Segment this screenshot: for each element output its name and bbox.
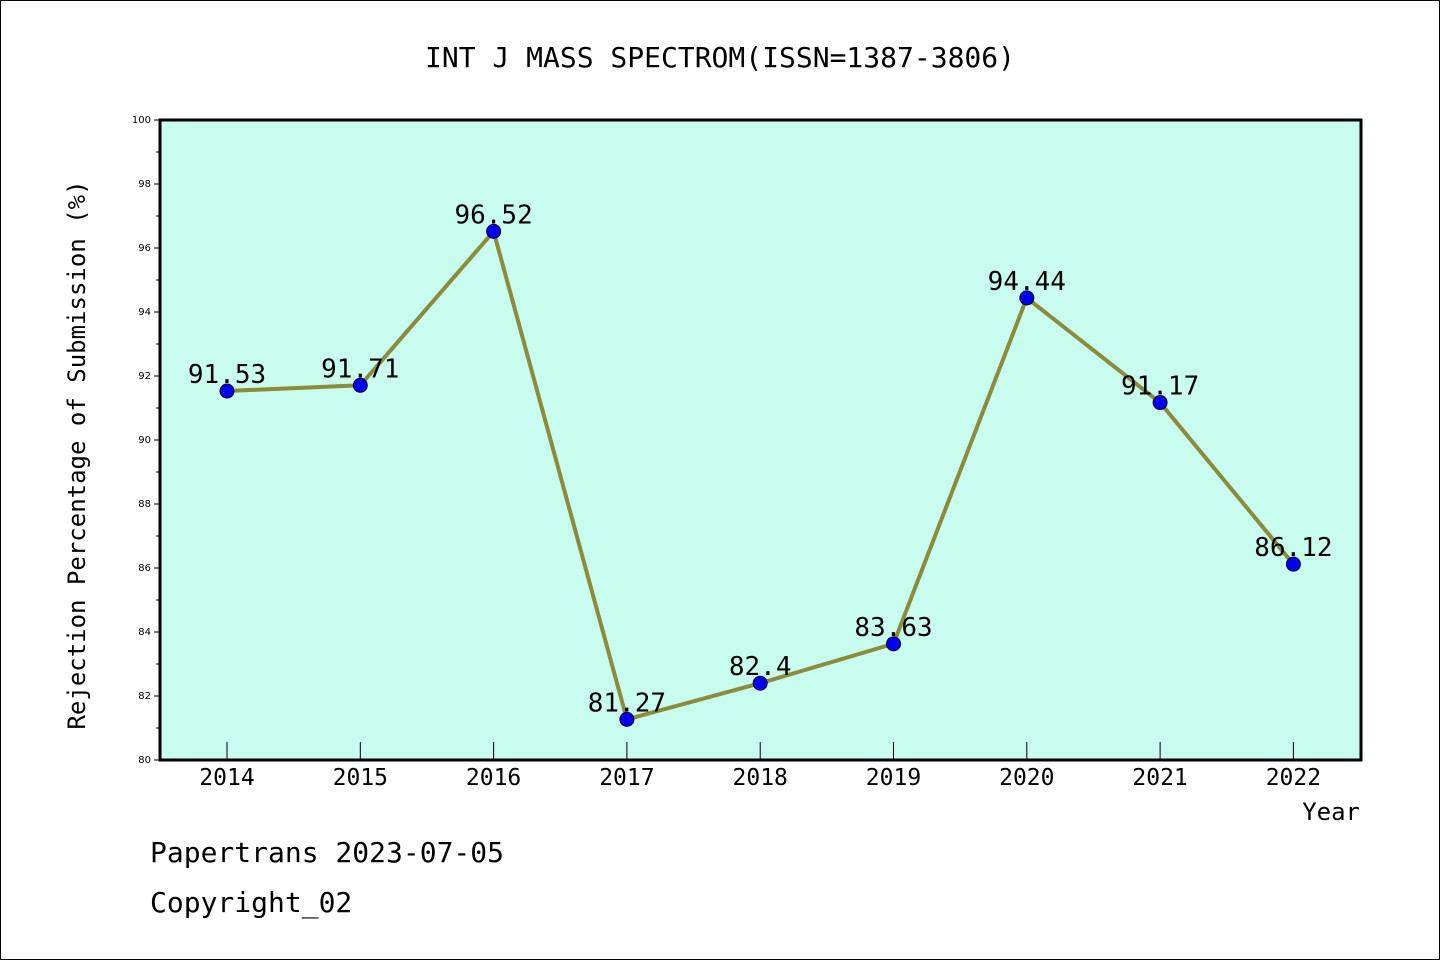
data-label-2016: 96.52 [454,200,532,230]
data-label-2015: 91.71 [321,354,399,384]
plot-border [158,118,1363,762]
data-point-2015 [352,377,368,393]
y-tick-label-100: 100 [132,115,151,126]
data-label-2014: 91.53 [188,360,266,390]
y-tick-label-80: 80 [138,755,151,766]
data-label-2018: 82.4 [729,652,792,682]
data-label-2020: 94.44 [988,267,1066,297]
data-point-2021 [1152,395,1168,411]
data-point-2020 [1019,290,1035,306]
x-tick-label-2022: 2022 [1266,765,1321,791]
plot-area [160,120,1361,760]
x-tick-label-2018: 2018 [733,765,788,791]
footer-copyright: Copyright_02 [150,886,353,919]
marker-group [219,223,1301,727]
y-tick-label-90: 90 [138,435,151,446]
x-tick-label-2020: 2020 [999,765,1054,791]
data-point-2019 [886,636,901,652]
y-tick-label-86: 86 [138,563,151,574]
y-axis-label: Rejection Percentage of Submission (%) [63,180,91,729]
data-label-group: 91.53 91.71 96.52 81.27 82.4 83.63 94.44 91.17 8… [188,200,1333,718]
y-tick-label-88: 88 [138,499,151,510]
data-point-2014 [219,383,235,399]
data-label-2019: 83.63 [854,613,932,643]
data-point-2022 [1285,556,1301,572]
data-label-2017: 81.27 [588,688,666,718]
data-point-2018 [752,675,768,691]
y-tick-label-98: 98 [138,179,151,190]
x-tick-label-2019: 2019 [866,765,921,791]
footer-source-date: Papertrans 2023-07-05 [150,836,505,869]
y-tick-label-94: 94 [138,307,151,318]
chart-title: INT J MASS SPECTROM(ISSN=1387-3806) [425,41,1015,74]
data-label-2022: 86.12 [1254,533,1332,563]
x-tick-label-2021: 2021 [1132,765,1187,791]
x-axis-label: Year [1302,798,1360,826]
x-tick-label-2016: 2016 [466,765,521,791]
x-tick-label-2014: 2014 [199,765,254,791]
y-tick-label-82: 82 [138,691,151,702]
data-label-2021: 91.17 [1121,372,1199,402]
x-tick-label-2017: 2017 [599,765,654,791]
y-tick-label-92: 92 [138,371,151,382]
x-tick-label-2015: 2015 [333,765,388,791]
axis-ticks: 80 82 84 86 88 90 92 94 96 98 100 2014 2015 2016 2017 2… [132,115,1321,791]
data-point-2016 [486,223,502,239]
y-tick-label-84: 84 [138,627,151,638]
data-point-2017 [619,711,635,727]
y-tick-label-96: 96 [138,243,151,254]
